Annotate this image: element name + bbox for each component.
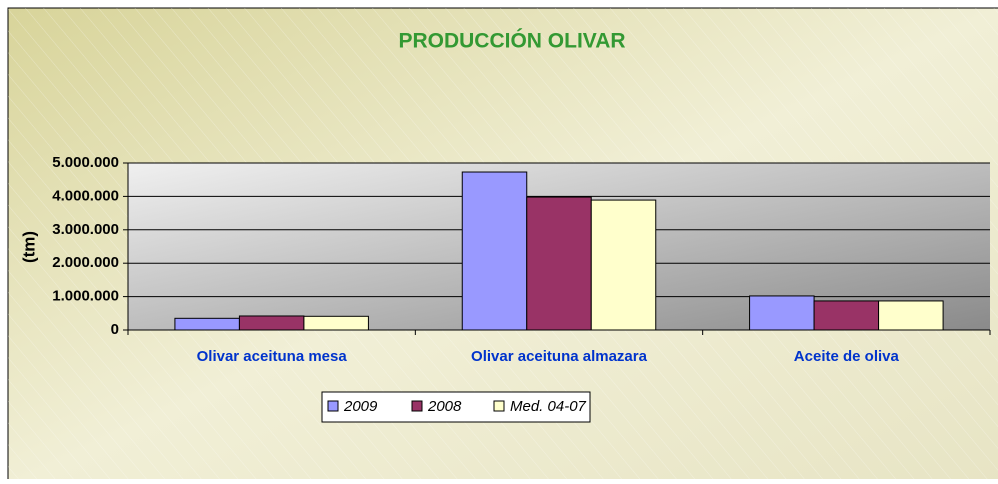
y-tick-label: 1.000.000 xyxy=(52,288,119,305)
legend-swatch xyxy=(327,400,339,412)
legend-swatch xyxy=(493,400,505,412)
y-tick-label: 3.000.000 xyxy=(52,221,119,238)
y-tick-label: 2.000.000 xyxy=(52,254,119,271)
bar xyxy=(238,315,305,331)
x-tick-label: Olivar aceituna mesa xyxy=(197,348,348,365)
bar xyxy=(749,295,815,331)
legend: 2009 2008 Med. 04-07 xyxy=(321,391,591,423)
bar xyxy=(174,317,240,331)
bar xyxy=(526,196,592,331)
y-tick-label: 0 xyxy=(111,321,119,338)
legend-label: Med. 04-07 xyxy=(510,398,587,415)
x-tick-label: Olivar aceituna almazara xyxy=(471,348,648,365)
y-axis-label: (tm) xyxy=(19,231,38,263)
bar xyxy=(813,300,880,331)
x-tick-label: Aceite de oliva xyxy=(794,348,900,365)
legend-label: 2009 xyxy=(343,398,378,415)
legend-swatch xyxy=(411,400,423,412)
bar xyxy=(590,199,657,331)
y-tick-label: 5.000.000 xyxy=(52,154,119,171)
legend-label: 2008 xyxy=(427,398,462,415)
bar xyxy=(878,300,944,331)
legend-box xyxy=(321,391,591,423)
y-tick-label: 4.000.000 xyxy=(52,187,119,204)
chart-title: PRODUCCIÓN OLIVAR xyxy=(398,29,625,53)
bar xyxy=(303,315,369,331)
bar xyxy=(461,171,528,331)
